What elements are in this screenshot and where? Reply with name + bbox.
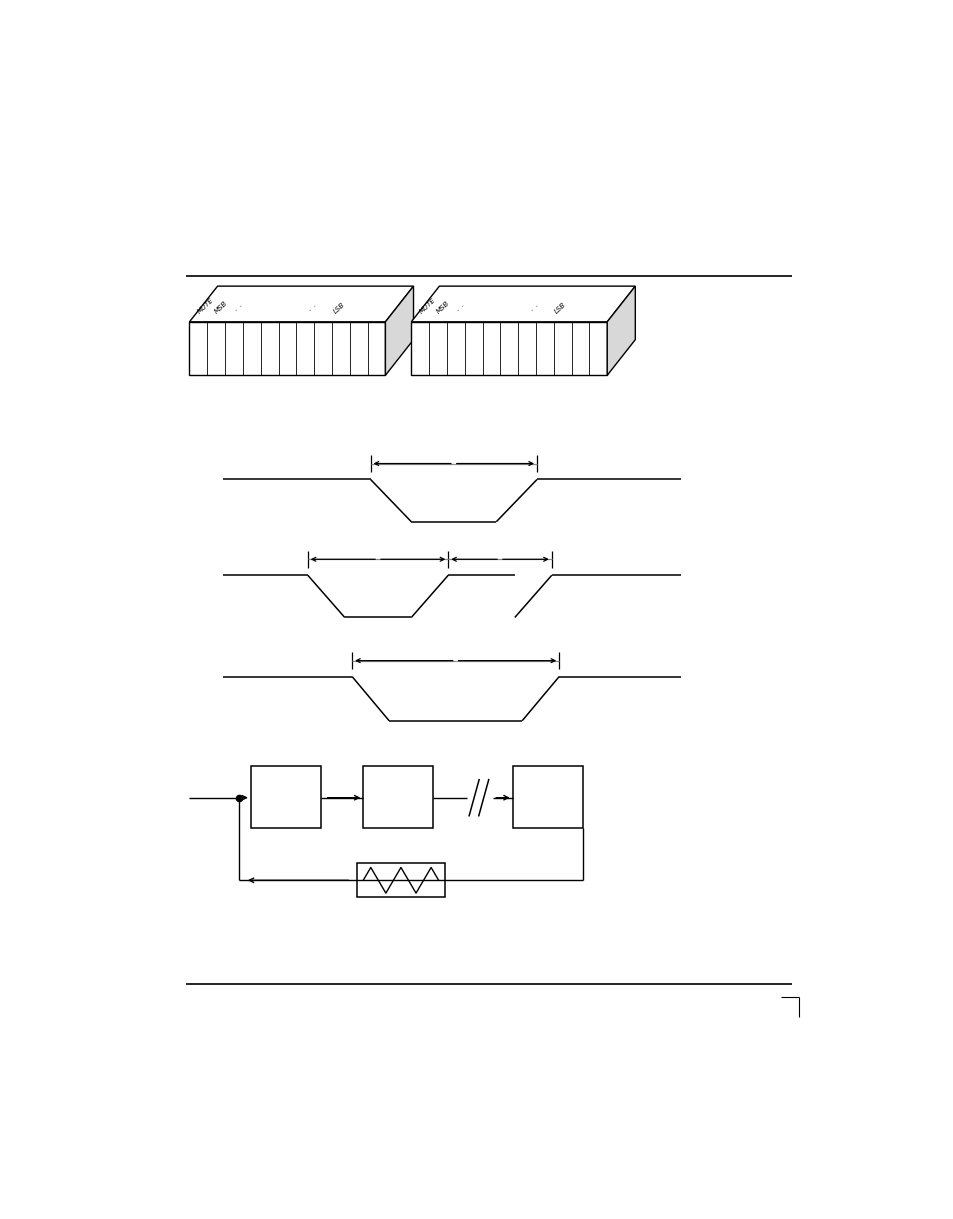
Bar [363,766,433,828]
Text: MSB: MSB [435,300,450,315]
Text: MSB: MSB [213,300,229,315]
Text: LSB: LSB [332,301,345,315]
Bar [512,766,582,828]
Text: MUTE: MUTE [418,296,436,315]
Text: -  -: - - [530,304,539,313]
Polygon shape [411,286,635,322]
Bar [357,863,444,897]
Text: LSB: LSB [553,301,567,315]
Text: MUTE: MUTE [196,296,215,315]
Text: -  -: - - [308,304,317,313]
Text: -  -: - - [234,304,244,313]
FancyBboxPatch shape [190,322,385,375]
Bar [251,766,321,828]
Polygon shape [606,286,635,375]
FancyBboxPatch shape [411,322,606,375]
Polygon shape [385,286,413,375]
Polygon shape [190,286,413,322]
Text: -  -: - - [456,304,465,313]
